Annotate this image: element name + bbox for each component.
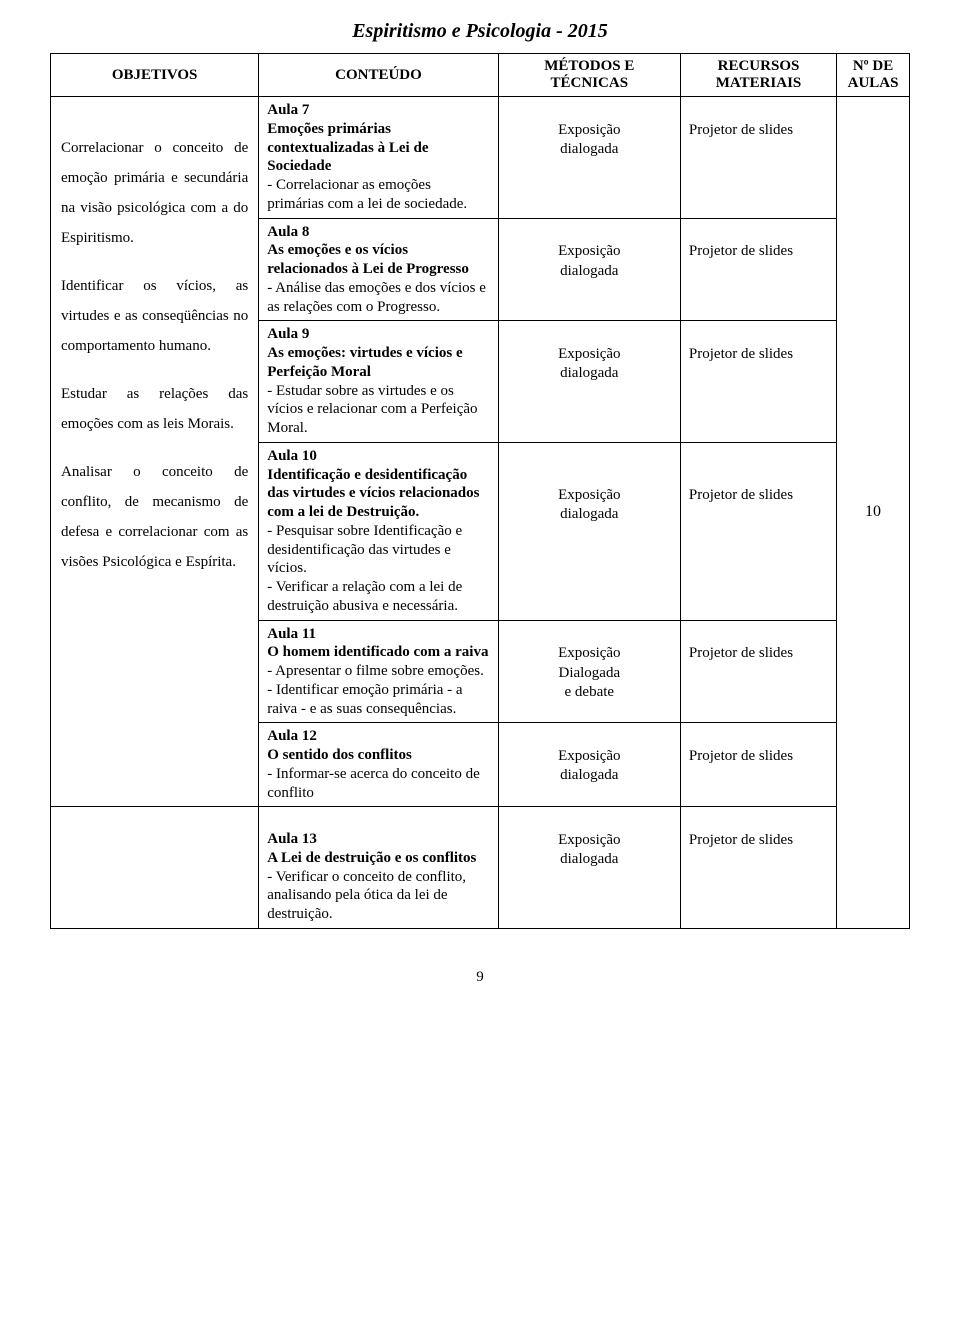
table-row: Correlacionar o conceito de emoção primá… [51, 97, 910, 219]
header-aulas-line1: Nº DE [853, 58, 893, 74]
metodos-cell: Exposição dialogada [498, 723, 680, 807]
recursos-cell: Projetor de slides [680, 620, 836, 723]
aula-desc: - Verificar o conceito de conflito, anal… [267, 869, 466, 923]
aula-desc: - Informar-se acerca do conceito de conf… [267, 766, 480, 801]
aula-label: Aula 13 [267, 831, 317, 847]
metodos-line: Exposição [558, 243, 620, 259]
header-recursos-line1: RECURSOS [718, 58, 800, 74]
aula-label: Aula 8 [267, 224, 309, 240]
aula-title: A Lei de destruição e os conflitos [267, 850, 476, 866]
recursos-text: Projetor de slides [689, 645, 793, 661]
metodos-line: Exposição [558, 487, 620, 503]
header-conteudo: CONTEÚDO [259, 54, 498, 97]
conteudo-cell: Aula 9 As emoções: virtudes e vícios e P… [259, 321, 498, 443]
aula-title: Identificação e desidentificação das vir… [267, 467, 479, 521]
metodos-line: dialogada [560, 141, 618, 157]
conteudo-cell: Aula 10 Identificação e desidentificação… [259, 442, 498, 620]
aula-desc: - Apresentar o filme sobre emoções. [267, 663, 484, 679]
recursos-text: Projetor de slides [689, 122, 793, 138]
page-number: 9 [50, 969, 910, 986]
conteudo-cell: Aula 13 A Lei de destruição e os conflit… [259, 807, 498, 929]
objetivo-text: Identificar os vícios, as virtudes e as … [61, 271, 248, 361]
conteudo-cell: Aula 11 O homem identificado com a raiva… [259, 620, 498, 723]
recursos-cell: Projetor de slides [680, 218, 836, 321]
objetivos-cell-empty [51, 807, 259, 929]
recursos-cell: Projetor de slides [680, 321, 836, 443]
aula-desc: - Pesquisar sobre Identificação e deside… [267, 523, 462, 577]
aula-title: As emoções: virtudes e vícios e Perfeiçã… [267, 345, 462, 380]
aula-desc: - Estudar sobre as virtudes e os vícios … [267, 383, 477, 437]
conteudo-cell: Aula 7 Emoções primárias contextualizada… [259, 97, 498, 219]
aula-label: Aula 9 [267, 326, 309, 342]
metodos-line: dialogada [560, 365, 618, 381]
header-recursos-line2: MATERIAIS [716, 75, 802, 91]
aula-desc: - Verificar a relação com a lei de destr… [267, 579, 462, 614]
aula-label: Aula 7 [267, 102, 309, 118]
header-aulas: Nº DE AULAS [837, 54, 910, 97]
recursos-text: Projetor de slides [689, 487, 793, 503]
table-row: Aula 13 A Lei de destruição e os conflit… [51, 807, 910, 929]
aula-desc: - Correlacionar as emoções primárias com… [267, 177, 467, 212]
aula-label: Aula 10 [267, 448, 317, 464]
aula-label: Aula 12 [267, 728, 317, 744]
recursos-cell: Projetor de slides [680, 442, 836, 620]
header-recursos: RECURSOS MATERIAIS [680, 54, 836, 97]
header-objetivos: OBJETIVOS [51, 54, 259, 97]
recursos-cell: Projetor de slides [680, 97, 836, 219]
recursos-cell: Projetor de slides [680, 807, 836, 929]
metodos-cell: Exposição dialogada [498, 97, 680, 219]
metodos-line: Exposição [558, 832, 620, 848]
recursos-text: Projetor de slides [689, 243, 793, 259]
aula-title: O sentido dos conflitos [267, 747, 412, 763]
objetivo-text: Analisar o conceito de conflito, de meca… [61, 457, 248, 577]
metodos-line: dialogada [560, 506, 618, 522]
aula-label: Aula 11 [267, 626, 316, 642]
aula-title: As emoções e os vícios relacionados à Le… [267, 242, 469, 277]
metodos-line: dialogada [560, 767, 618, 783]
objetivo-text: Correlacionar o conceito de emoção primá… [61, 133, 248, 253]
aula-desc: - Identificar emoção primária - a raiva … [267, 682, 462, 717]
aula-title: O homem identificado com a raiva [267, 644, 488, 660]
metodos-line: dialogada [560, 263, 618, 279]
metodos-line: Exposição [558, 122, 620, 138]
conteudo-cell: Aula 12 O sentido dos conflitos - Inform… [259, 723, 498, 807]
page-title: Espiritismo e Psicologia - 2015 [50, 20, 910, 43]
metodos-line: Exposição [558, 645, 620, 661]
objetivo-text: Estudar as relações das emoções com as l… [61, 379, 248, 439]
metodos-line: Exposição [558, 748, 620, 764]
metodos-line: Dialogada [558, 665, 620, 681]
recursos-cell: Projetor de slides [680, 723, 836, 807]
metodos-cell: Exposição dialogada [498, 218, 680, 321]
recursos-text: Projetor de slides [689, 748, 793, 764]
metodos-cell: Exposição dialogada [498, 442, 680, 620]
conteudo-cell: Aula 8 As emoções e os vícios relacionad… [259, 218, 498, 321]
metodos-line: Exposição [558, 346, 620, 362]
recursos-text: Projetor de slides [689, 832, 793, 848]
table-header-row: OBJETIVOS CONTEÚDO MÉTODOS E TÉCNICAS RE… [51, 54, 910, 97]
metodos-cell: Exposição dialogada [498, 321, 680, 443]
header-aulas-line2: AULAS [848, 75, 899, 91]
metodos-cell: Exposição dialogada [498, 807, 680, 929]
aulas-count-cell: 10 [837, 97, 910, 929]
metodos-cell: Exposição Dialogada e debate [498, 620, 680, 723]
objetivos-cell: Correlacionar o conceito de emoção primá… [51, 97, 259, 807]
metodos-line: dialogada [560, 851, 618, 867]
aula-title: Emoções primárias contextualizadas à Lei… [267, 121, 428, 175]
metodos-line: e debate [565, 684, 615, 700]
syllabus-table: OBJETIVOS CONTEÚDO MÉTODOS E TÉCNICAS RE… [50, 53, 910, 929]
aula-desc: - Análise das emoções e dos vícios e as … [267, 280, 486, 315]
header-metodos: MÉTODOS E TÉCNICAS [498, 54, 680, 97]
recursos-text: Projetor de slides [689, 346, 793, 362]
